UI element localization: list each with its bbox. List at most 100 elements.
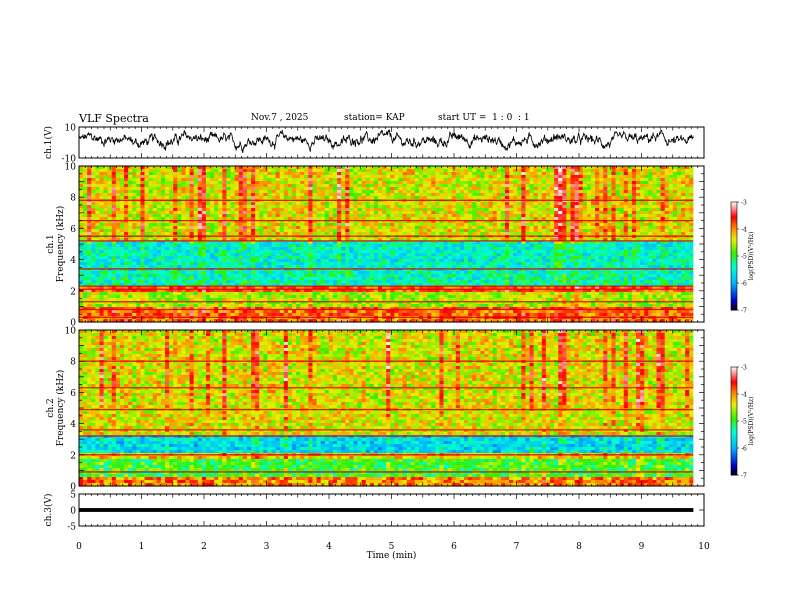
spectrogram-cell [341,205,346,209]
spectrogram-cell [480,169,486,173]
spectrogram-cell [611,175,617,179]
spectrogram-cell [312,229,318,233]
spectrogram-cell [431,202,436,206]
spectrogram-cell [640,178,645,182]
spectrogram-cell [291,202,297,206]
spectrogram-cell [394,232,400,236]
spectrogram-cell [242,196,248,200]
spectrogram-cell [83,241,88,245]
spectrogram-cell [525,193,531,197]
spectrogram-cell [656,208,662,212]
spectrogram-cell [283,202,289,206]
spectrogram-cell [341,184,346,188]
spectrogram-cell [369,238,375,242]
spectrogram-cell [128,202,133,206]
spectrogram-cell [99,259,105,263]
spectrogram-cell [263,241,269,245]
spectrogram-cell [664,256,670,260]
spectrogram-cell [627,172,633,176]
spectrogram-cell [234,196,240,200]
spectrogram-cell [689,220,694,224]
spectrogram-cell [312,256,318,260]
spectrogram-cell [148,172,154,176]
spectrogram-cell [398,226,404,230]
spectrogram-cell [332,169,338,173]
spectrogram-cell [316,172,322,176]
spectrogram-cell [320,190,326,194]
spectrogram-cell [136,247,142,251]
spectrogram-cell [328,193,334,197]
spectrogram-cell [201,211,207,215]
spectrogram-cell [644,178,649,182]
spectrogram-cell [590,202,596,206]
spectrogram-cell [566,223,572,227]
spectrogram-cell [124,253,129,257]
spectrogram-cell [255,229,260,233]
spectrogram-cell [210,193,215,197]
spectrogram-cell [472,217,477,221]
spectrogram-cell [308,187,314,191]
spectrogram-cell [144,172,150,176]
spectrogram-cell [623,202,629,206]
spectrogram-cell [398,244,404,248]
spectrogram-cell [607,166,613,170]
spectrogram-cell [550,226,555,230]
spectrogram-cell [79,178,84,182]
spectrogram-cell [324,211,330,215]
spectrogram-cell [599,202,604,206]
spectrogram-cell [365,250,371,254]
spectrogram-cell [509,202,514,206]
spectrogram-cell [361,214,367,218]
spectrogram-cell [332,187,338,191]
spectrogram-cell [390,181,395,185]
spectrogram-cell [201,253,207,257]
spectrogram-cell [664,166,670,170]
spectrogram-cell [496,172,502,176]
spectrogram-cell [582,178,588,182]
spectrogram-cell [582,217,588,221]
spectrogram-cell [578,250,584,254]
spectrogram-cell [205,232,211,236]
spectrogram-cell [668,175,674,179]
spectrogram-cell [291,238,297,242]
spectrogram-cell [558,244,563,248]
spectrogram-cell [390,166,395,170]
spectrogram-cell [558,259,563,263]
spectrogram-cell [95,184,101,188]
spectrogram-cell [578,193,584,197]
spectrogram-cell [627,241,633,245]
spectrogram-cell [500,256,506,260]
spectrogram-cell [296,172,301,176]
spectrogram-cell [656,244,662,248]
spectrogram-cell [582,169,588,173]
spectrogram-cell [685,181,690,185]
spectrogram-cell [644,217,649,221]
spectrogram-cell [304,190,309,194]
spectrogram-cell [230,190,236,194]
spectrogram-cell [214,229,219,233]
spectrogram-cell [156,190,162,194]
spectrogram-cell [246,238,252,242]
spectrogram-cell [685,241,690,245]
spectrogram-cell [603,226,608,230]
spectrogram-cell [615,208,621,212]
spectrogram-cell [627,256,633,260]
spectrogram-cell [599,211,604,215]
spectrogram-cell [668,223,674,227]
spectrogram-cell [603,178,608,182]
spectrogram-cell [623,232,629,236]
spectrogram-cell [263,229,269,233]
spectrogram-cell [156,223,162,227]
y-axis-label-line: ch.1(V) [43,126,54,159]
spectrogram-cell [615,223,621,227]
spectrogram-cell [664,169,670,173]
spectrogram-cell [332,172,338,176]
spectrogram-cell [509,256,514,260]
spectrogram-cell [115,214,121,218]
spectrogram-cell [99,238,105,242]
spectrogram-cell [353,190,359,194]
spectrogram-cell [103,250,109,254]
spectrogram-cell [681,190,686,194]
spectrogram-cell [537,217,543,221]
spectrogram-cell [468,202,473,206]
